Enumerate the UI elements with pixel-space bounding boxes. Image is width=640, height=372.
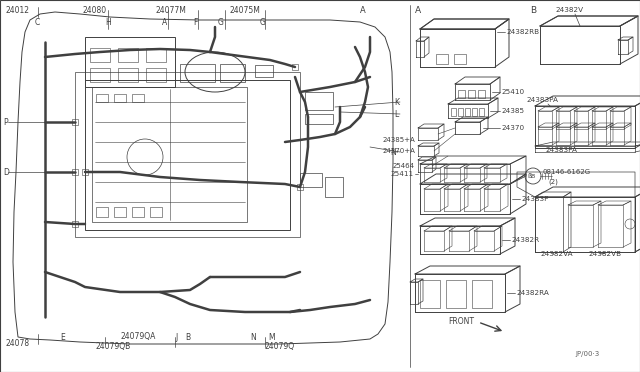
Bar [72, 119, 78, 125]
Text: L: L [394, 109, 398, 119]
Bar [297, 184, 303, 190]
Text: 24382VA: 24382VA [540, 251, 573, 257]
Text: J: J [175, 333, 177, 341]
Bar [305, 92, 333, 110]
Text: A: A [360, 6, 365, 15]
Text: 24382VB: 24382VB [588, 251, 621, 257]
Text: 25464: 25464 [393, 163, 415, 169]
Bar [420, 280, 440, 308]
Text: 24383PA: 24383PA [526, 97, 558, 103]
Text: ß: ß [528, 173, 532, 179]
Text: F: F [193, 17, 197, 26]
Text: 24383P: 24383P [521, 196, 548, 202]
Bar [472, 280, 492, 308]
Text: 24385: 24385 [501, 108, 524, 114]
Text: E: E [60, 333, 65, 341]
Bar [458, 90, 465, 98]
Text: N: N [390, 148, 396, 157]
Text: 24383PA: 24383PA [545, 147, 577, 153]
Text: 24077M: 24077M [155, 6, 186, 15]
Bar [90, 68, 110, 82]
Bar [472, 108, 477, 116]
Bar [96, 94, 108, 102]
Bar [300, 173, 322, 187]
Text: C: C [35, 17, 40, 26]
Bar [454, 54, 466, 64]
Text: M: M [268, 333, 275, 341]
Bar [458, 108, 463, 116]
Text: 24385+A: 24385+A [382, 137, 415, 143]
Text: G: G [218, 17, 224, 26]
Bar [146, 68, 166, 82]
Text: 24382V: 24382V [555, 7, 583, 13]
Bar [478, 90, 485, 98]
Text: 24382RB: 24382RB [506, 29, 539, 35]
Bar [446, 280, 466, 308]
Text: B: B [531, 173, 535, 179]
Bar [468, 90, 475, 98]
Text: G: G [260, 17, 266, 26]
Text: 24370: 24370 [501, 125, 524, 131]
Bar [325, 177, 343, 197]
Bar [132, 207, 144, 217]
Text: A: A [415, 6, 421, 15]
Text: 24075M: 24075M [230, 6, 261, 15]
Text: 24382RA: 24382RA [516, 290, 549, 296]
Bar [85, 80, 290, 230]
Text: A: A [162, 17, 167, 26]
Bar [150, 207, 162, 217]
Text: JP/00·3: JP/00·3 [575, 351, 599, 357]
Text: P: P [3, 118, 8, 126]
Bar [114, 94, 126, 102]
Bar [451, 108, 456, 116]
Bar [90, 48, 110, 62]
Text: 24078: 24078 [5, 340, 29, 349]
Text: B: B [530, 6, 536, 15]
Bar [85, 37, 175, 87]
Bar [292, 64, 298, 70]
Bar [96, 207, 108, 217]
Text: 24012: 24012 [5, 6, 29, 15]
Text: K: K [394, 97, 399, 106]
Text: FRONT: FRONT [448, 317, 474, 327]
Bar [72, 221, 78, 227]
Text: 24079Q: 24079Q [265, 343, 295, 352]
Text: 24370+A: 24370+A [382, 148, 415, 154]
Text: N: N [250, 333, 256, 341]
Bar [92, 87, 247, 222]
Text: 08146-6162G: 08146-6162G [543, 169, 591, 175]
Text: 24079QA: 24079QA [120, 333, 156, 341]
Text: 24079QB: 24079QB [95, 343, 131, 352]
Bar [118, 68, 138, 82]
Bar [255, 65, 273, 77]
Text: D: D [3, 167, 9, 176]
Text: 25411: 25411 [391, 171, 414, 177]
Text: H: H [105, 17, 111, 26]
Bar [132, 94, 144, 102]
Bar [436, 54, 448, 64]
Text: 25410: 25410 [501, 89, 524, 95]
Text: 24080: 24080 [82, 6, 106, 15]
Bar [75, 72, 300, 237]
Bar [479, 108, 484, 116]
Text: B: B [185, 333, 190, 341]
Bar [305, 114, 333, 124]
Bar [146, 48, 166, 62]
Bar [465, 108, 470, 116]
Bar [114, 207, 126, 217]
Bar [118, 48, 138, 62]
Bar [180, 64, 215, 82]
Text: 24382R: 24382R [511, 237, 539, 243]
Bar [72, 169, 78, 175]
Text: (2): (2) [548, 179, 558, 185]
Bar [82, 169, 88, 175]
Bar [220, 64, 245, 82]
